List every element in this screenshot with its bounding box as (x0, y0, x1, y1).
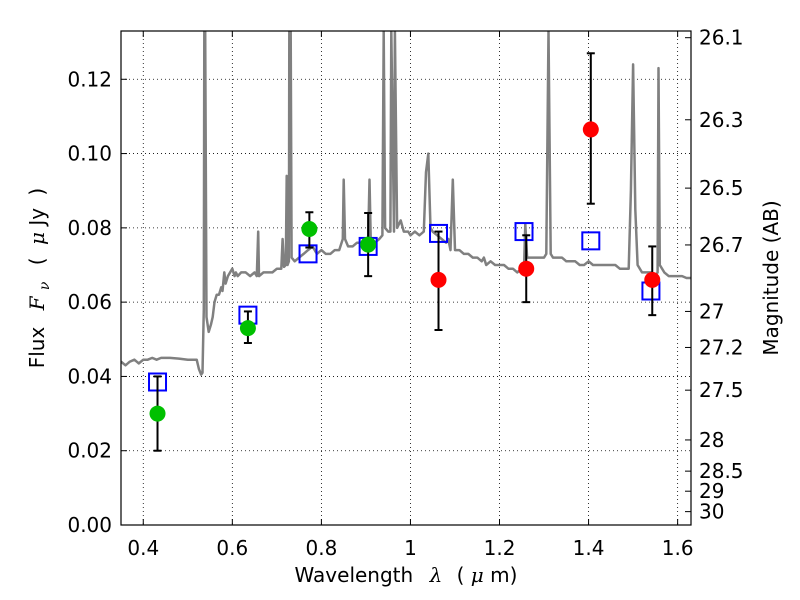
y2-tick-label: 26.3 (699, 108, 744, 132)
photometry-point (582, 121, 599, 138)
y-tick-label: 0.08 (67, 216, 112, 240)
y-tick-labels: 0.00 0.02 0.04 0.06 0.08 0.10 0.12 (67, 67, 112, 537)
x-tick-label: 1.4 (573, 536, 605, 560)
tick-marks (121, 31, 691, 526)
model-flux-square (581, 231, 601, 251)
y2-tick-label: 26.5 (699, 176, 744, 200)
y-tick-label: 0.06 (67, 290, 112, 314)
plot-content (121, 31, 691, 452)
x-tick-labels: 0.4 0.6 0.8 1 1.2 1.4 1.6 (127, 536, 693, 560)
y-axis-title-unit-rest: Jy (25, 208, 49, 228)
y2-axis-title: Magnitude (AB) (759, 200, 783, 355)
y2-tick-label: 27 (699, 299, 724, 323)
x-tick-label: 0.6 (216, 536, 248, 560)
y-axis-title-unit-open: ( (25, 257, 49, 265)
y-tick-label: 0.12 (67, 67, 112, 91)
y-tick-label: 0.00 (67, 513, 112, 537)
y2-tick-label: 28 (699, 428, 724, 452)
x-tick-label: 0.4 (127, 536, 159, 560)
y-axis-title-text: Flux (25, 327, 49, 369)
y2-tick-label: 27.2 (699, 335, 744, 359)
model-flux-square (514, 222, 534, 242)
y-axis-title: Flux F ν ( μ Jy ) (25, 188, 54, 369)
y2-tick-label: 28.5 (699, 459, 744, 483)
y-tick-label: 0.04 (67, 364, 112, 388)
x-tick-label: 1 (404, 536, 417, 560)
x-axis-title: Wavelength λ ( μ m) (295, 563, 518, 587)
x-axis-title-unit-rest: m) (490, 563, 517, 587)
model-flux-square (298, 244, 318, 264)
photometry-point (360, 236, 377, 253)
photometry-point (430, 271, 447, 288)
y-tick-label: 0.10 (67, 142, 112, 166)
x-axis-title-text: Wavelength (295, 563, 414, 587)
x-axis-title-symbol: λ (429, 563, 443, 587)
y2-tick-label: 26.7 (699, 233, 744, 257)
y2-tick-label: 27.5 (699, 378, 744, 402)
photometry-point (301, 220, 318, 237)
y-tick-label: 0.02 (67, 439, 112, 463)
x-axis-title-unit-open: ( (457, 563, 465, 587)
y-axis-title-unit-mu: μ (25, 232, 49, 245)
x-tick-label: 1.6 (662, 536, 694, 560)
photometry-point (518, 260, 535, 277)
photometry-point (644, 271, 661, 288)
x-tick-label: 0.8 (305, 536, 337, 560)
y2-tick-label: 29 (699, 479, 724, 503)
y2-tick-label: 30 (699, 500, 724, 524)
series-layer (121, 31, 691, 452)
spectrum-line (121, 31, 691, 376)
y-axis-title-symbol: F (25, 295, 49, 311)
y-axis-title-unit-close: ) (25, 188, 49, 196)
x-tick-label: 1.2 (484, 536, 516, 560)
plot-frame (120, 30, 692, 526)
photometry-point (239, 320, 256, 337)
photometry-point (149, 405, 166, 422)
y2-tick-label: 26.1 (699, 26, 744, 50)
x-axis-title-unit-mu: μ (471, 563, 484, 587)
y-axis-title-subscript: ν (37, 281, 53, 290)
